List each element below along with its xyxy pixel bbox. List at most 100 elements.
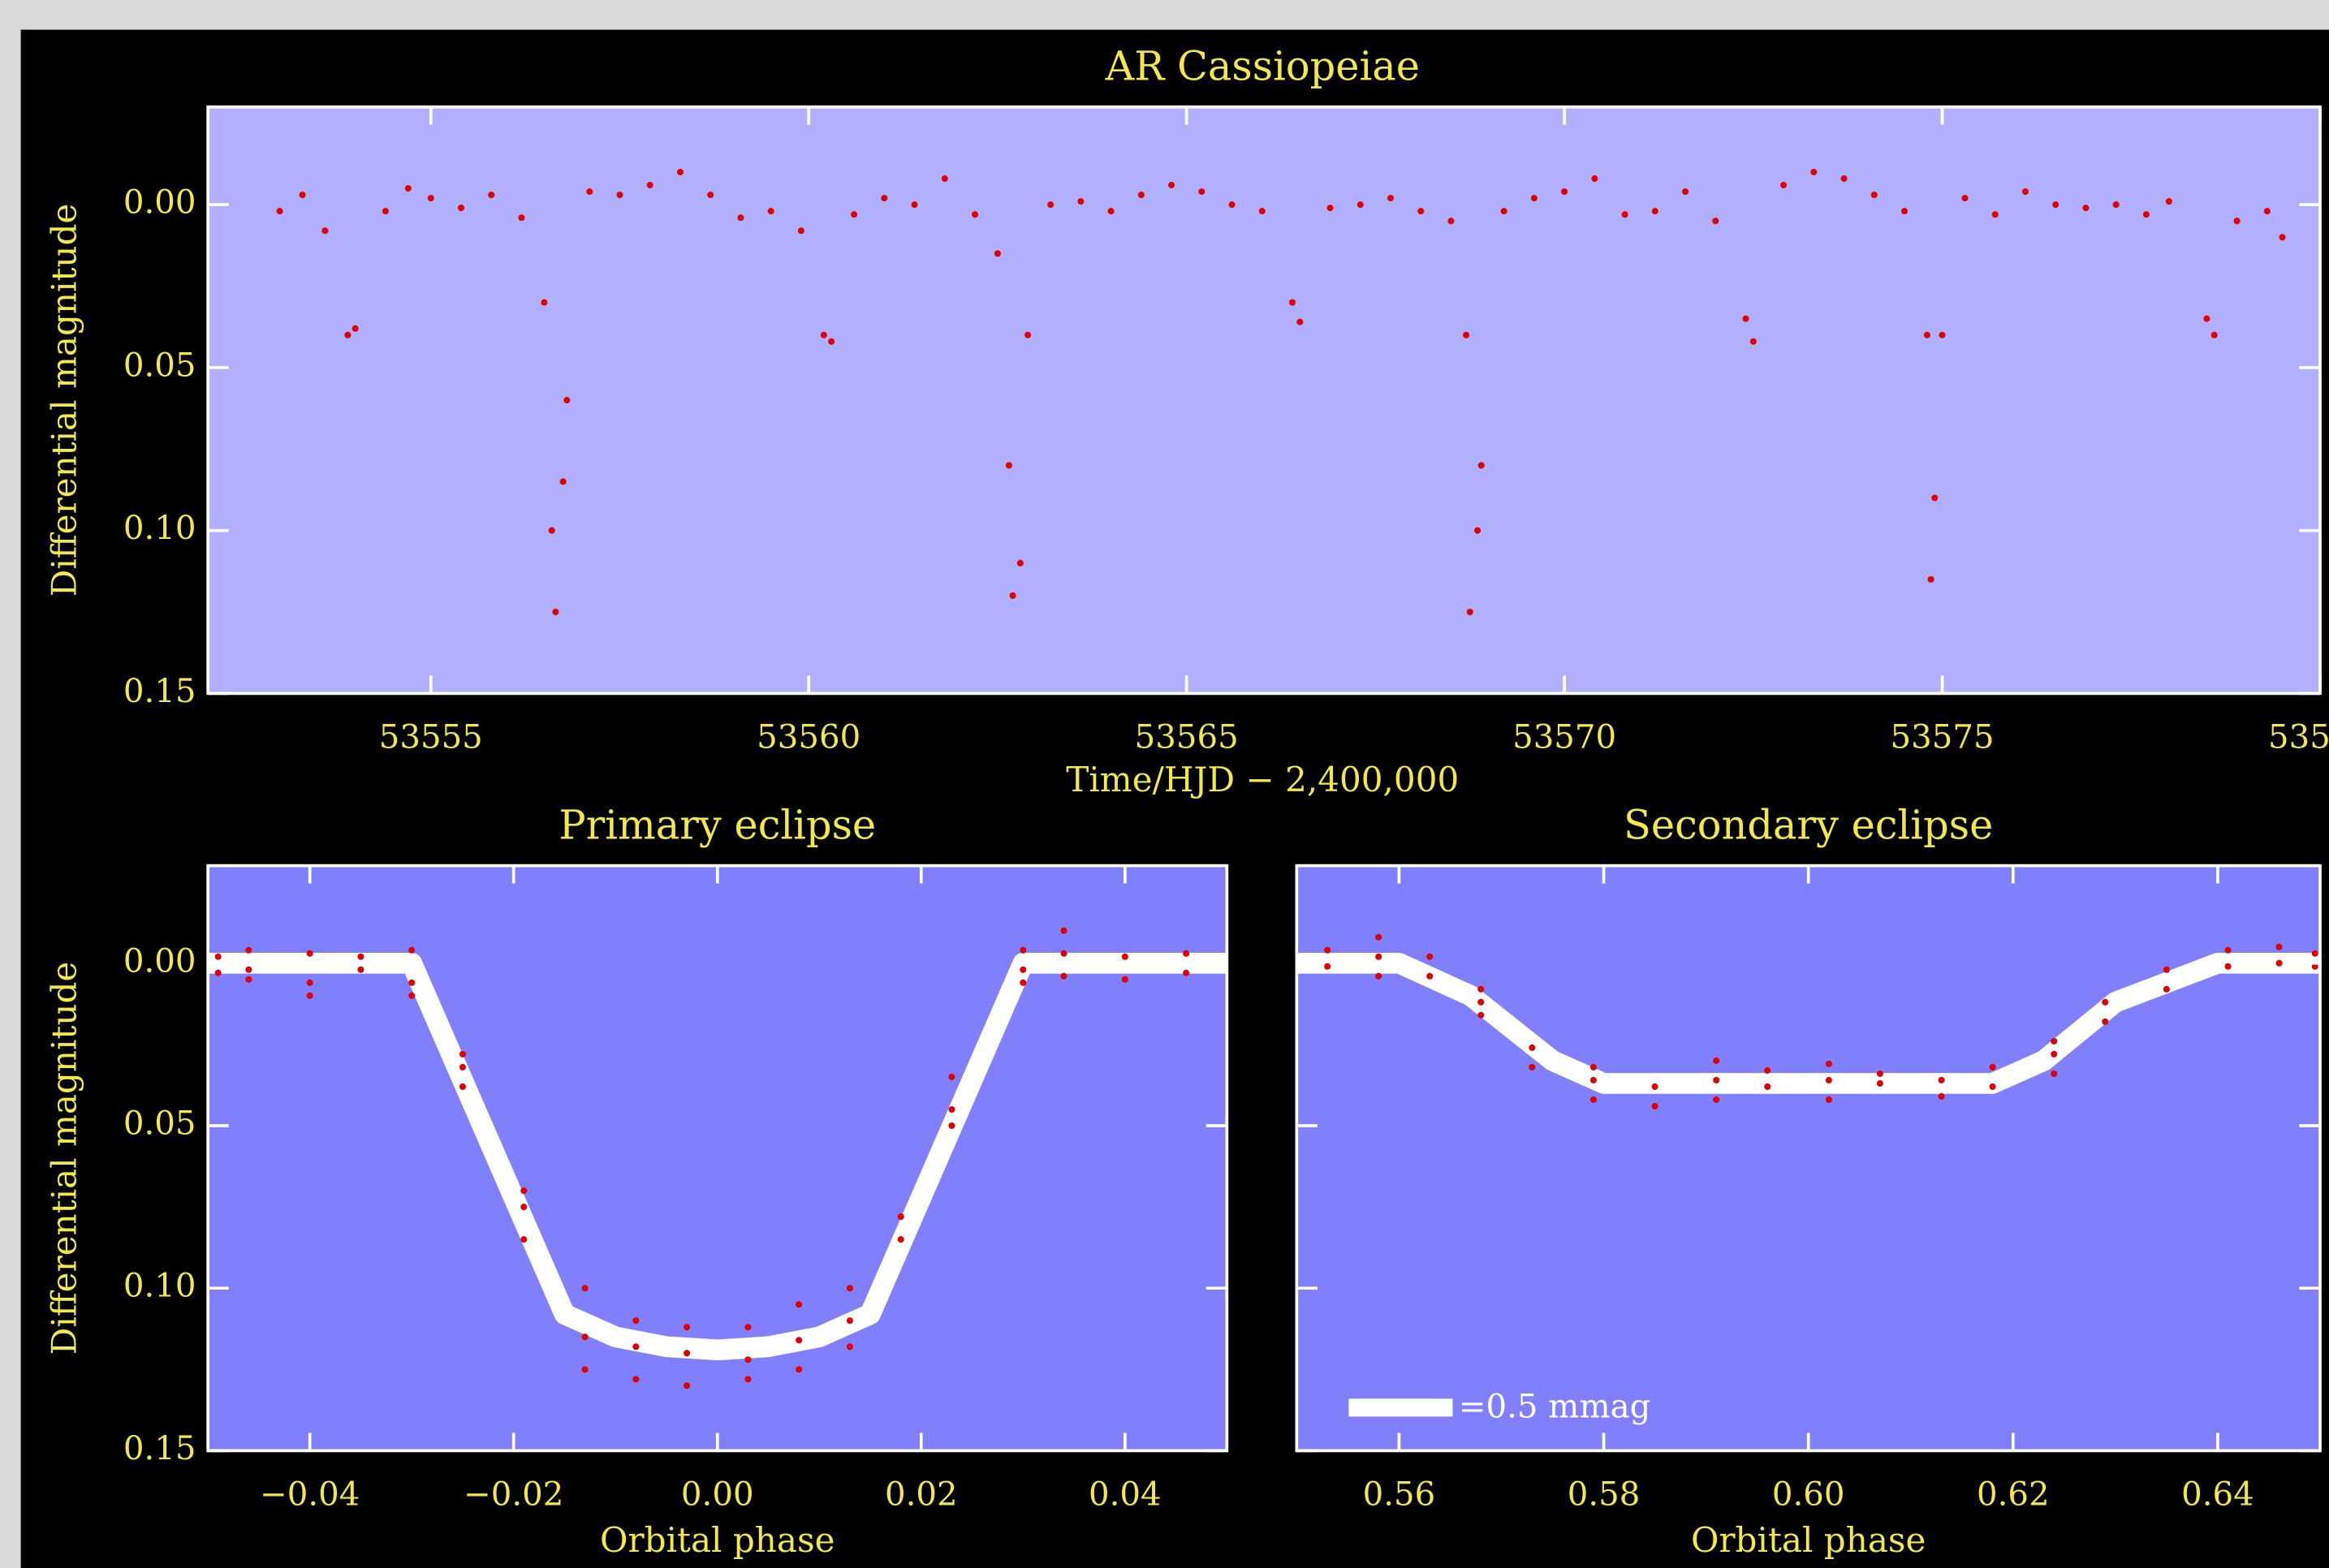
x-tick-label: 0.60 xyxy=(1772,1476,1845,1514)
model-curve xyxy=(208,952,1227,1361)
data-point xyxy=(851,211,858,218)
data-point xyxy=(344,331,352,338)
data-point xyxy=(2102,1018,2109,1025)
data-point xyxy=(408,946,416,954)
data-point xyxy=(1077,198,1085,205)
x-tick-label: 53580 xyxy=(2268,719,2329,756)
x-tick-label: 53575 xyxy=(1891,719,1995,756)
data-point xyxy=(321,227,329,235)
data-point xyxy=(1825,1076,1832,1083)
y-axis-label: Differential magnitude xyxy=(44,204,84,597)
data-point xyxy=(846,1343,853,1350)
data-point xyxy=(1060,972,1067,980)
panel-title: Secondary eclipse xyxy=(1624,801,1993,848)
data-point xyxy=(2263,208,2271,215)
data-point xyxy=(2275,943,2283,950)
data-point xyxy=(1589,1096,1597,1103)
data-point xyxy=(2163,985,2170,993)
data-point xyxy=(2021,188,2029,196)
data-point xyxy=(1989,1063,1996,1070)
data-point xyxy=(1923,331,1930,338)
data-point xyxy=(1561,188,1568,196)
data-point xyxy=(1447,218,1455,225)
data-point xyxy=(520,1187,528,1195)
x-tick-label: 0.58 xyxy=(1568,1476,1641,1514)
data-point xyxy=(2051,1037,2058,1045)
data-point xyxy=(404,185,412,192)
data-point xyxy=(306,992,313,999)
x-tick-label: 0.56 xyxy=(1363,1476,1436,1514)
data-point xyxy=(382,208,389,215)
data-point xyxy=(306,979,313,986)
data-point xyxy=(563,397,571,404)
data-point xyxy=(1296,318,1304,325)
data-point xyxy=(541,299,548,306)
data-point xyxy=(676,168,684,176)
data-point xyxy=(744,1356,752,1363)
y-tick-label: 0.00 xyxy=(123,942,196,980)
data-point xyxy=(1901,208,1908,215)
data-point xyxy=(2279,234,2286,241)
data-point xyxy=(1712,218,1719,225)
data-point xyxy=(632,1317,640,1325)
data-point xyxy=(459,1063,466,1070)
panel-title: AR Cassiopeiae xyxy=(1105,42,1420,89)
data-point xyxy=(306,950,313,957)
data-point xyxy=(2163,966,2170,973)
data-point xyxy=(796,1337,803,1344)
data-point xyxy=(1989,1083,1996,1090)
data-point xyxy=(948,1105,955,1114)
data-point xyxy=(1764,1083,1771,1090)
data-point xyxy=(1810,168,1818,176)
data-point xyxy=(299,192,306,199)
data-point xyxy=(1825,1096,1832,1103)
data-point xyxy=(1991,211,1999,218)
data-point xyxy=(1375,953,1382,960)
y-tick-label: 0.10 xyxy=(123,1268,196,1305)
y-tick-label: 0.15 xyxy=(123,673,196,710)
data-point xyxy=(2311,963,2318,970)
y-tick-label: 0.00 xyxy=(123,184,196,222)
data-point xyxy=(1591,175,1598,183)
data-point xyxy=(1326,205,1334,212)
data-point xyxy=(1713,1096,1720,1103)
data-point xyxy=(518,214,525,222)
data-point xyxy=(2233,218,2241,225)
data-point xyxy=(1198,188,1205,196)
plot-area xyxy=(1296,865,2321,1451)
plot-frame xyxy=(206,105,2322,696)
data-point xyxy=(684,1324,691,1331)
x-axis-label: Time/HJD − 2,400,000 xyxy=(1066,760,1459,799)
data-point xyxy=(1375,972,1382,980)
data-point xyxy=(2052,201,2059,209)
data-point xyxy=(520,1236,528,1243)
data-point xyxy=(1477,985,1485,993)
data-point xyxy=(1939,331,1946,338)
data-point xyxy=(2112,201,2120,209)
data-point xyxy=(2203,315,2210,322)
data-point xyxy=(767,208,774,215)
data-point xyxy=(581,1366,589,1373)
data-point xyxy=(948,1122,955,1130)
data-point xyxy=(1927,575,1934,583)
data-point xyxy=(707,192,714,199)
data-point xyxy=(357,966,364,973)
data-point xyxy=(1651,1083,1658,1090)
x-tick-label: 0.00 xyxy=(681,1476,754,1514)
data-point xyxy=(1060,927,1067,934)
data-point xyxy=(1168,182,1175,189)
plot-marks xyxy=(276,168,2286,616)
data-point xyxy=(1840,175,1848,183)
data-point xyxy=(1324,946,1331,954)
data-point xyxy=(1183,950,1190,957)
data-point xyxy=(408,979,416,986)
data-point xyxy=(1876,1079,1883,1087)
data-point xyxy=(1016,559,1024,566)
data-point xyxy=(1876,1070,1883,1077)
panel-title: Primary eclipse xyxy=(559,801,876,848)
data-point xyxy=(632,1343,640,1350)
data-point xyxy=(559,478,567,485)
x-tick-label: 0.62 xyxy=(1977,1476,2050,1514)
data-point xyxy=(1589,1063,1597,1070)
